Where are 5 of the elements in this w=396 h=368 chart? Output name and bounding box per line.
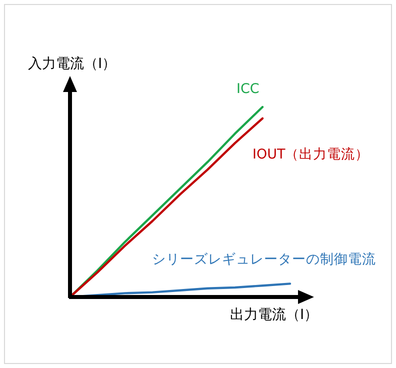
x-axis-title: 出力電流（I）: [230, 307, 318, 323]
series-label: シリーズレギュレーターの制御電流: [152, 252, 376, 268]
series-label: IOUT（出力電流）: [252, 146, 370, 162]
y-axis-title: 入力電流（I）: [28, 56, 116, 72]
series-label: ICC: [236, 81, 260, 97]
